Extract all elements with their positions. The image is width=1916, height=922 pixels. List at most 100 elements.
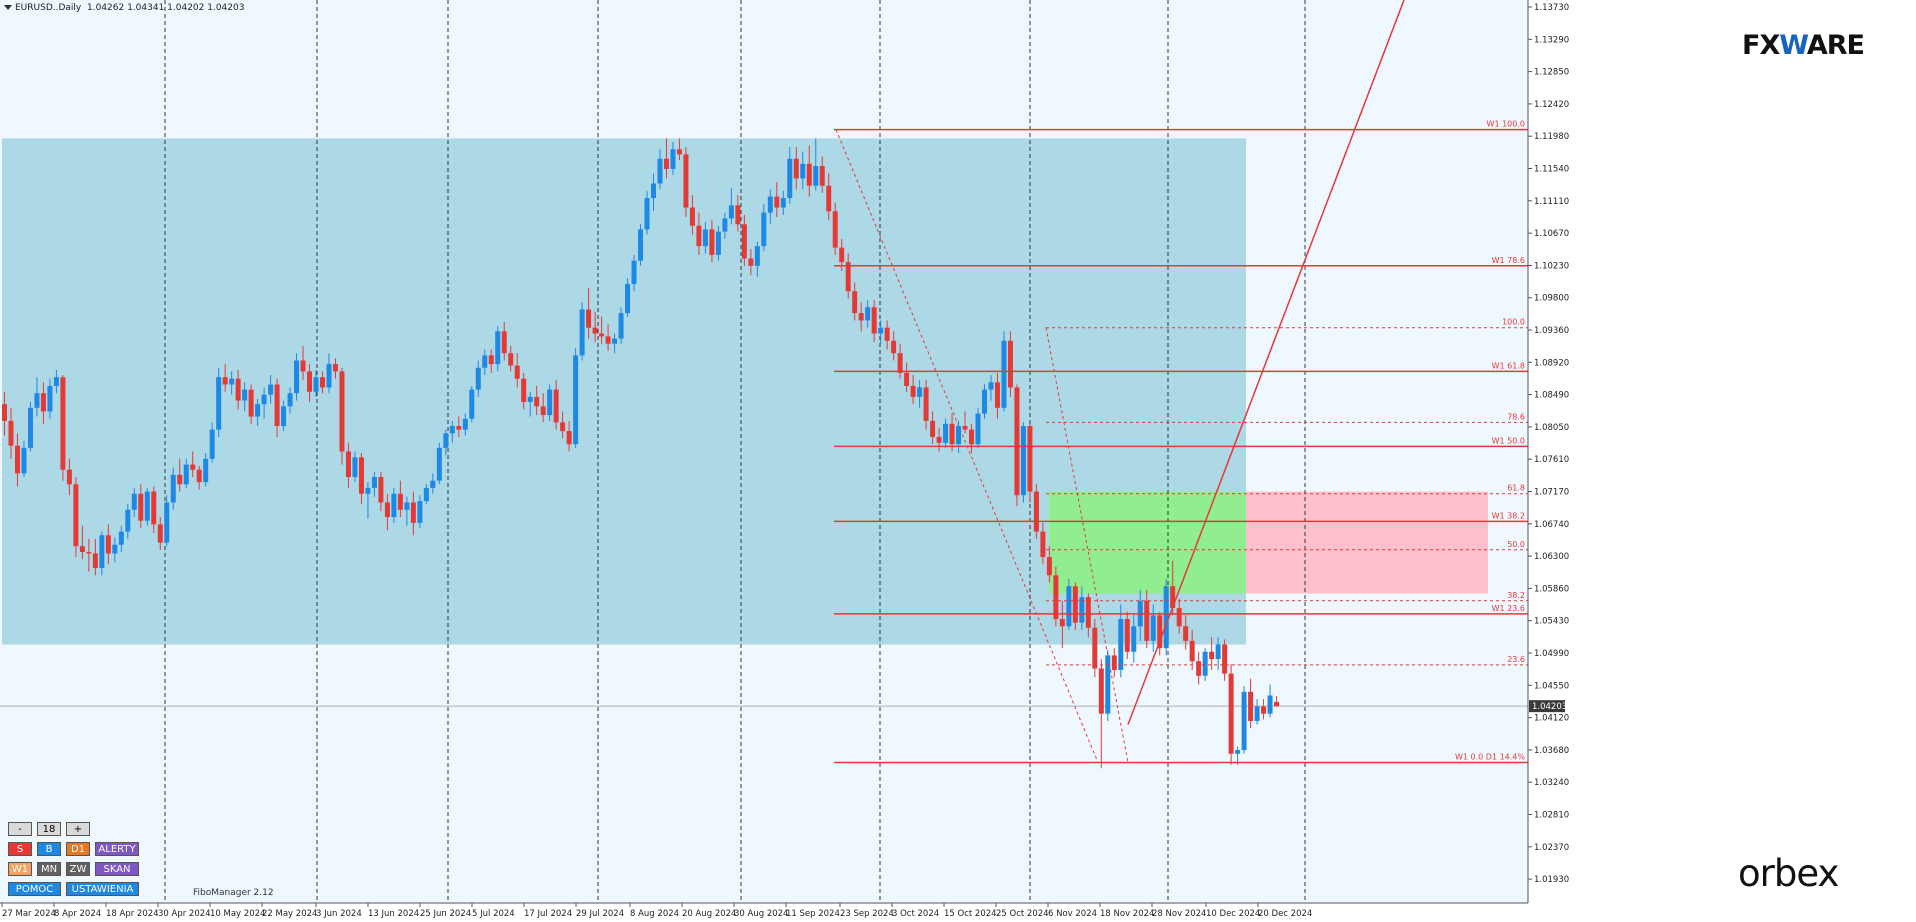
fxware-logo-text-3: ARE [1806,30,1865,61]
sell-button[interactable]: S [8,842,32,856]
candle [1150,604,1156,652]
count-field[interactable]: 18 [37,822,61,836]
candle-body [845,262,851,292]
candle [1261,699,1267,720]
scan-button[interactable]: SKAN [95,862,139,876]
price-tick-label: 1.10230 [1534,261,1569,271]
mn-button[interactable]: MN [37,862,61,876]
date-tick-label: 8 Aug 2024 [630,909,679,919]
candle-body [1020,426,1026,496]
candle [936,428,942,452]
candle-body [1183,626,1189,641]
candle-body [780,198,786,208]
candle-body [1111,655,1117,670]
date-tick-label: 18 Apr 2024 [106,909,159,919]
candle [1072,582,1078,630]
candle-body [462,418,468,430]
price-tick-label: 1.08490 [1534,391,1569,401]
candle [371,471,377,497]
date-tick-label: 25 Oct 2024 [996,909,1049,919]
candle [177,458,183,492]
candle-body [605,336,611,344]
candle [852,282,858,321]
candle [508,345,514,372]
candle [216,367,222,437]
w1-button[interactable]: W1 [8,862,32,876]
candle [14,433,20,487]
candle [981,384,987,419]
candle [618,307,624,344]
candle-body [112,544,118,554]
price-tick-label: 1.12850 [1534,68,1569,78]
candle [994,372,1000,419]
zw-button[interactable]: ZW [66,862,90,876]
candle-body [242,389,248,401]
date-tick-label: 17 Jul 2024 [524,909,572,919]
help-button[interactable]: POMOC [8,882,61,896]
candle [741,214,747,266]
candle-body [722,218,728,232]
candle-body [631,260,637,285]
candle [943,418,949,448]
candle-body [216,377,222,430]
candle [495,326,501,372]
candle-body [715,231,721,255]
candle-body [891,340,897,354]
d1-button[interactable]: D1 [66,842,90,856]
candle-body [190,464,196,470]
candle-body [774,196,780,208]
candle [430,473,436,494]
candle-body [566,431,572,445]
alerts-button[interactable]: ALERTY [95,842,139,856]
collapse-triangle-icon[interactable] [4,5,12,10]
candle [203,452,209,487]
candle-body [255,404,261,417]
date-tick-label: 13 Jun 2024 [368,909,419,919]
candle-body [1105,655,1111,714]
candle [47,378,53,419]
candle-body [222,377,228,385]
candle-body [1040,531,1046,558]
candle [819,156,825,193]
candle [534,385,540,416]
candle [715,225,721,261]
candle-body [1261,706,1267,714]
candle-body [417,501,423,523]
d1-level-label-3: 50.0 [1507,540,1525,549]
buy-button[interactable]: B [37,842,61,856]
candle-body [209,429,215,459]
candle-body [663,158,669,169]
candle [235,369,241,410]
candle [605,324,611,352]
candle-body [501,331,507,354]
date-tick-label: 25 Jun 2024 [420,909,471,919]
candle [456,416,462,437]
candle-body [936,436,942,443]
candle [92,538,98,576]
candle-body [268,384,274,395]
candle [832,202,838,255]
candle [1209,637,1215,670]
candle-body [475,367,481,390]
candle-body [904,372,910,386]
candle [469,385,475,423]
candle-body [14,445,20,474]
price-tick-label: 1.07610 [1534,455,1569,465]
candle [1228,664,1234,765]
candle-body [702,229,708,247]
candle [631,254,637,292]
candle-body [79,546,85,552]
settings-button[interactable]: USTAWIENIA [66,882,139,896]
candle-body [8,420,14,446]
candle [1176,598,1182,634]
candle-body [767,196,773,213]
minus-button[interactable]: - [8,822,32,836]
candle-body [60,377,66,470]
plus-button[interactable]: + [66,822,90,836]
candle-body [443,433,449,448]
candle [988,375,994,401]
date-tick-label: 30 Apr 2024 [158,909,211,919]
candle [806,145,812,197]
candle [378,471,384,512]
